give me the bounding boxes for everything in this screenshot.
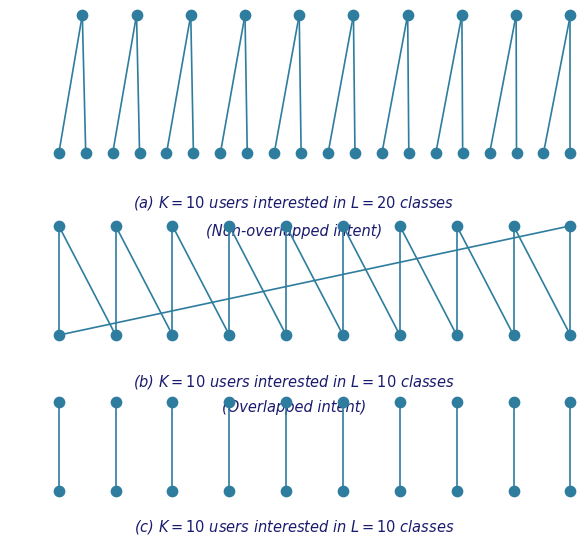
Point: [404, 149, 413, 158]
Point: [323, 149, 333, 158]
Point: [395, 331, 405, 339]
Point: [452, 487, 462, 495]
Point: [168, 222, 177, 230]
Point: [108, 149, 118, 158]
Text: (c) $K\mathit{=10}$ users interested in $L\mathit{=10}$ classes: (c) $K\mathit{=10}$ users interested in …: [134, 518, 454, 536]
Point: [350, 149, 360, 158]
Point: [338, 487, 348, 495]
Text: (Non-overlapped intent): (Non-overlapped intent): [206, 224, 382, 240]
Point: [452, 222, 462, 230]
Point: [566, 149, 575, 158]
Point: [269, 149, 279, 158]
Point: [189, 149, 198, 158]
Point: [243, 149, 252, 158]
Point: [512, 149, 521, 158]
Point: [566, 11, 575, 20]
Point: [54, 222, 64, 230]
Point: [225, 222, 234, 230]
Point: [452, 331, 462, 339]
Text: (b) $K\mathit{=10}$ users interested in $L\mathit{=10}$ classes: (b) $K\mathit{=10}$ users interested in …: [133, 373, 455, 391]
Point: [566, 398, 575, 406]
Point: [225, 487, 234, 495]
Point: [512, 11, 521, 20]
Point: [162, 149, 171, 158]
Point: [296, 149, 306, 158]
Point: [458, 149, 467, 158]
Point: [54, 487, 64, 495]
Point: [111, 487, 121, 495]
Point: [395, 487, 405, 495]
Point: [452, 398, 462, 406]
Point: [282, 222, 291, 230]
Point: [111, 398, 121, 406]
Point: [225, 398, 234, 406]
Point: [225, 331, 234, 339]
Point: [566, 331, 575, 339]
Point: [349, 11, 358, 20]
Point: [509, 222, 518, 230]
Point: [282, 487, 291, 495]
Point: [168, 331, 177, 339]
Point: [168, 487, 177, 495]
Point: [377, 149, 386, 158]
Point: [395, 222, 405, 230]
Point: [186, 11, 195, 20]
Point: [457, 11, 467, 20]
Point: [54, 331, 64, 339]
Point: [168, 398, 177, 406]
Point: [111, 222, 121, 230]
Point: [566, 222, 575, 230]
Point: [403, 11, 412, 20]
Point: [135, 149, 144, 158]
Point: [509, 331, 518, 339]
Point: [485, 149, 495, 158]
Point: [240, 11, 250, 20]
Point: [431, 149, 440, 158]
Point: [566, 487, 575, 495]
Point: [282, 398, 291, 406]
Point: [81, 149, 91, 158]
Point: [509, 487, 518, 495]
Point: [282, 331, 291, 339]
Point: [338, 398, 348, 406]
Point: [539, 149, 548, 158]
Point: [54, 149, 64, 158]
Point: [338, 331, 348, 339]
Point: [54, 398, 64, 406]
Point: [338, 222, 348, 230]
Text: (Overlapped intent): (Overlapped intent): [222, 400, 366, 415]
Point: [295, 11, 304, 20]
Point: [111, 331, 121, 339]
Point: [78, 11, 87, 20]
Text: (a) $K\mathit{=10}$ users interested in $L\mathit{=20}$ classes: (a) $K\mathit{=10}$ users interested in …: [133, 195, 455, 212]
Point: [509, 398, 518, 406]
Point: [216, 149, 225, 158]
Point: [395, 398, 405, 406]
Point: [132, 11, 141, 20]
